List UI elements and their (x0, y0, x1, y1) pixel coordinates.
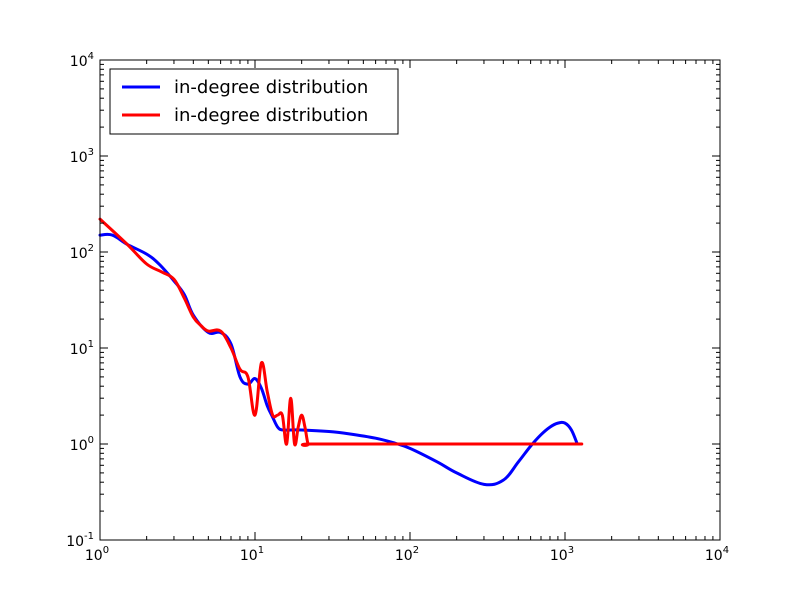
y-tick-label: 100 (70, 435, 94, 454)
legend-label-series-1: in-degree distribution (174, 77, 368, 98)
plot-frame (99, 59, 721, 541)
y-tick-label: 102 (70, 243, 94, 262)
y-tick-label: 10-1 (66, 531, 94, 550)
x-tick-label: 100 (85, 545, 109, 564)
series-line-1 (98, 232, 579, 487)
y-tick-label: 104 (70, 51, 94, 70)
legend-label-series-2: in-degree distribution (174, 105, 368, 126)
x-tick-label: 102 (395, 545, 419, 564)
y-tick-label: 101 (70, 339, 94, 358)
legend-box (109, 68, 399, 135)
x-tick-label: 104 (705, 545, 729, 564)
x-tick-label: 103 (550, 545, 574, 564)
plot-area (100, 60, 720, 540)
x-tick-label: 101 (240, 545, 264, 564)
series-line-2 (98, 217, 584, 447)
y-tick-label: 103 (70, 147, 94, 166)
legend: in-degree distribution in-degree distrib… (109, 68, 399, 135)
series-layer (98, 217, 584, 487)
